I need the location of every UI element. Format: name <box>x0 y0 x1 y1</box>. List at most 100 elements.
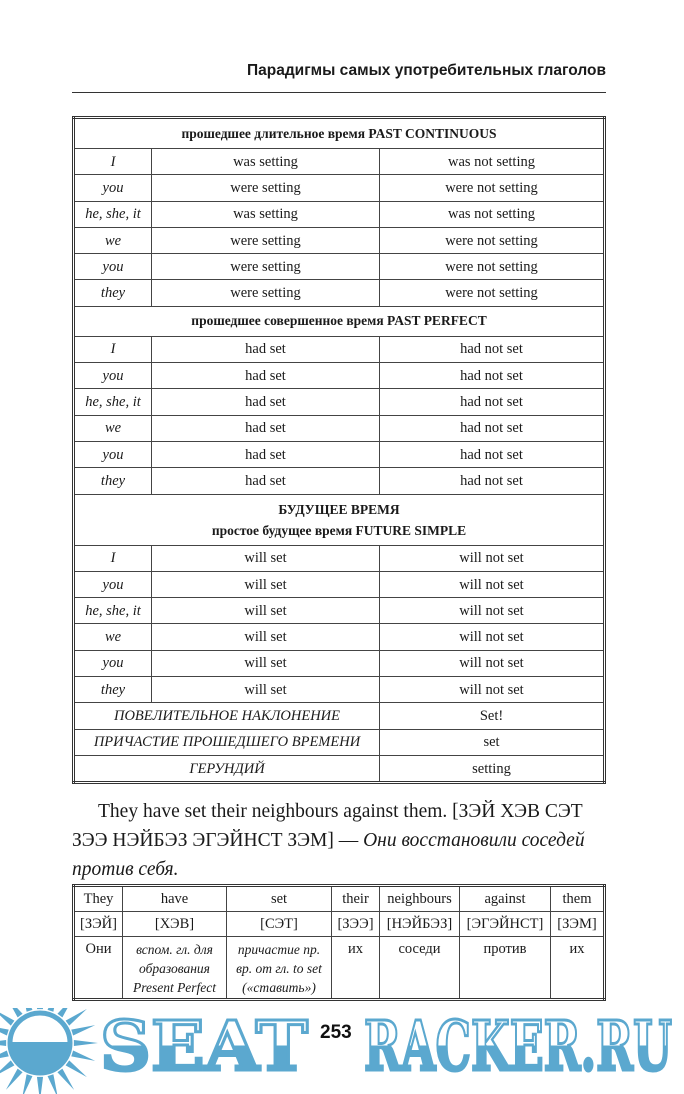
section-title: БУДУЩЕЕ ВРЕМЯ простое будущее время FUTUR… <box>73 493 605 546</box>
affirmative-cell: was setting <box>151 200 380 228</box>
seatracker-watermark-logo: SEAT RACKER.RU <box>0 1008 674 1094</box>
pronoun-cell: they <box>73 676 152 704</box>
translations-row: Они вспом. гл. для образования Present Pe… <box>73 936 605 1000</box>
table-row: you were setting were not setting <box>73 174 605 202</box>
conjugation-table: прошедшее длительное время PAST CONTINUO… <box>72 116 606 785</box>
pronoun-cell: I <box>73 147 152 176</box>
translation-cell: их <box>331 936 380 1000</box>
pronoun-cell: we <box>73 414 152 442</box>
header-divider <box>72 92 606 93</box>
affirmative-cell: had set <box>151 467 380 495</box>
section-header-row: БУДУЩЕЕ ВРЕМЯ простое будущее время FUTUR… <box>73 493 605 546</box>
negative-cell: will not set <box>379 544 605 572</box>
translation-cell: Они <box>73 936 123 1000</box>
form-name-cell: ГЕРУНДИЙ <box>73 754 380 784</box>
pronoun-cell: they <box>73 467 152 495</box>
table-row: we will set will not set <box>73 623 605 651</box>
transcription-cell: [ЗЭМ] <box>550 911 605 937</box>
affirmative-cell: were setting <box>151 174 380 202</box>
page-number: 253 <box>320 1022 352 1043</box>
words-row: They have set their neighbours against them <box>73 885 605 912</box>
negative-cell: had not set <box>379 362 605 390</box>
sentence-translation: Они восстановили соседей против себя. <box>72 830 585 880</box>
section-title-line: прошедшее длительное время PAST CONTINUO… <box>181 125 497 141</box>
pronoun-cell: you <box>73 174 152 202</box>
section-title-line: простое будущее время FUTURE SIMPLE <box>211 522 467 538</box>
verb-form-row: ПОВЕЛИТЕЛЬНОЕ НАКЛОНЕНИЕ Set! <box>73 702 605 730</box>
negative-cell: will not set <box>379 623 605 651</box>
transcription-cell: [ХЭВ] <box>122 911 227 937</box>
negative-cell: had not set <box>379 414 605 442</box>
negative-cell: were not setting <box>379 279 605 307</box>
sentence-english: They have set their neighbours against t… <box>98 801 448 822</box>
negative-cell: had not set <box>379 467 605 495</box>
watermark-text-left: SEAT <box>100 1008 308 1087</box>
table-row: they had set had not set <box>73 467 605 495</box>
negative-cell: had not set <box>379 335 605 364</box>
word-cell: set <box>226 885 332 912</box>
table-row: they were setting were not setting <box>73 279 605 307</box>
pronoun-cell: we <box>73 226 152 255</box>
negative-cell: were not setting <box>379 174 605 202</box>
pronoun-cell: he, she, it <box>73 597 152 625</box>
translation-cell: причастие пр. вр. от гл. to set («ставит… <box>226 936 332 1000</box>
affirmative-cell: was setting <box>151 147 380 176</box>
form-value-cell: set <box>379 728 605 756</box>
pronoun-cell: I <box>73 335 152 364</box>
table-row: you were setting were not setting <box>73 253 605 281</box>
affirmative-cell: had set <box>151 414 380 442</box>
table-row: you will set will not set <box>73 570 605 599</box>
table-row: you had set had not set <box>73 440 605 469</box>
pronoun-cell: we <box>73 623 152 651</box>
affirmative-cell: had set <box>151 362 380 390</box>
section-title: прошедшее совершенное время PAST PERFECT <box>73 305 605 337</box>
sentence-transcription: [ЗЭЙ ХЭВ СЭТ ЗЭЭ НЭЙБЭЗ ЭГЭЙНСТ ЗЭМ] — <box>72 801 583 851</box>
word-cell: them <box>550 885 605 912</box>
negative-cell: will not set <box>379 570 605 599</box>
word-cell: against <box>459 885 551 912</box>
negative-cell: will not set <box>379 649 605 678</box>
negative-cell: was not setting <box>379 200 605 228</box>
section-title-line: БУДУЩЕЕ ВРЕМЯ <box>278 501 400 517</box>
table-row: he, she, it will set will not set <box>73 597 605 625</box>
pronoun-cell: they <box>73 279 152 307</box>
word-cell: neighbours <box>379 885 460 912</box>
word-cell: They <box>73 885 123 912</box>
pronoun-cell: I <box>73 544 152 572</box>
table-row: you had set had not set <box>73 362 605 390</box>
table-row: we had set had not set <box>73 414 605 442</box>
table-row: you will set will not set <box>73 649 605 678</box>
form-name-cell: ПРИЧАСТИЕ ПРОШЕДШЕГО ВРЕМЕНИ <box>73 728 380 756</box>
pronoun-cell: you <box>73 440 152 469</box>
pronoun-cell: you <box>73 649 152 678</box>
sun-icon <box>0 1008 98 1094</box>
affirmative-cell: will set <box>151 676 380 704</box>
section-title: прошедшее длительное время PAST CONTINUO… <box>73 117 605 149</box>
translation-cell: их <box>550 936 605 1000</box>
section-header-row: прошедшее длительное время PAST CONTINUO… <box>73 117 605 149</box>
affirmative-cell: had set <box>151 388 380 416</box>
watermark-text-right: RACKER.RU <box>364 1008 672 1087</box>
verb-form-row: ПРИЧАСТИЕ ПРОШЕДШЕГО ВРЕМЕНИ set <box>73 728 605 756</box>
form-value-cell: setting <box>379 754 605 784</box>
translation-cell: соседи <box>379 936 460 1000</box>
verb-form-row: ГЕРУНДИЙ setting <box>73 754 605 784</box>
transcription-cell: [ЗЭЙ] <box>73 911 123 937</box>
affirmative-cell: will set <box>151 649 380 678</box>
transcription-cell: [СЭТ] <box>226 911 332 937</box>
pronoun-cell: you <box>73 362 152 390</box>
translation-cell: против <box>459 936 551 1000</box>
transcription-cell: [ЗЭЭ] <box>331 911 380 937</box>
negative-cell: was not setting <box>379 147 605 176</box>
pronoun-cell: he, she, it <box>73 200 152 228</box>
table-row: we were setting were not setting <box>73 226 605 255</box>
negative-cell: were not setting <box>379 226 605 255</box>
negative-cell: will not set <box>379 597 605 625</box>
table-row: they will set will not set <box>73 676 605 704</box>
transcriptions-row: [ЗЭЙ] [ХЭВ] [СЭТ] [ЗЭЭ] [НЭЙБЭЗ] [ЭГЭЙНСТ] [ЗЭ… <box>73 911 605 937</box>
pronoun-cell: you <box>73 570 152 599</box>
affirmative-cell: had set <box>151 335 380 364</box>
negative-cell: had not set <box>379 440 605 469</box>
